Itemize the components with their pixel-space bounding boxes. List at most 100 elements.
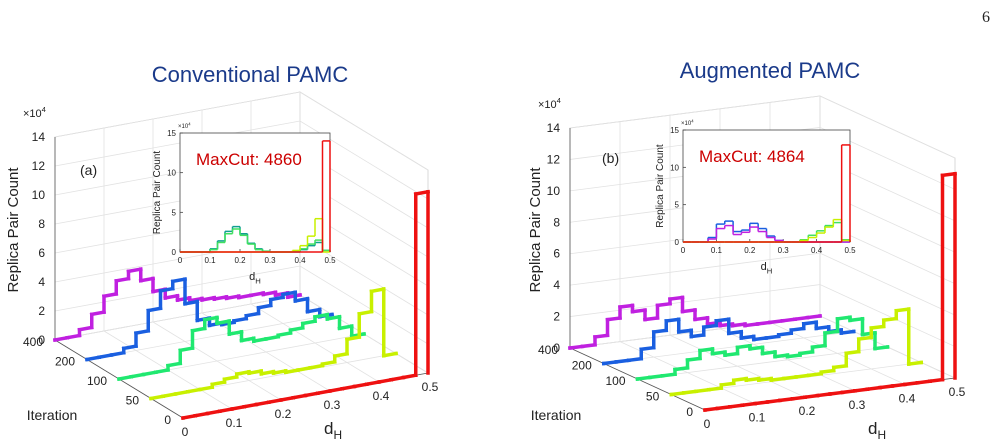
histogram-step <box>327 386 345 394</box>
inset-x-axis-label: dH <box>249 271 261 285</box>
histogram-step <box>114 276 131 283</box>
inset-x-tick-label: 0.1 <box>711 246 723 255</box>
histogram-step <box>197 385 215 392</box>
histogram-step <box>315 388 333 396</box>
histogram-step <box>685 356 702 362</box>
series <box>635 315 890 381</box>
histogram-step <box>719 381 736 387</box>
histogram-step <box>794 373 811 379</box>
histogram-step <box>618 303 635 309</box>
y-tick-label: 100 <box>87 374 107 388</box>
z-multiplier: ×104 <box>538 96 562 111</box>
inset-series <box>180 140 331 253</box>
histogram-step <box>773 353 790 359</box>
z-tick-label: 14 <box>32 130 46 144</box>
histogram-step <box>84 355 102 362</box>
z-tick-label: 2 <box>38 304 45 318</box>
histogram-step <box>193 411 210 418</box>
histogram-step <box>801 320 819 326</box>
x-tick-label: 0.4 <box>373 389 390 403</box>
y-tick-label: 0 <box>686 405 693 419</box>
histogram-step <box>148 394 166 401</box>
histogram-step <box>626 356 644 363</box>
histogram-step <box>293 296 310 303</box>
histogram-step <box>369 287 386 294</box>
histogram-step <box>332 351 350 359</box>
y-tick-label: 200 <box>572 359 592 373</box>
x-tick-label: 0.2 <box>275 407 292 421</box>
histogram-step <box>234 369 252 377</box>
x-axis-label: dH <box>324 419 342 442</box>
histogram-step <box>141 370 158 377</box>
histogram-step <box>214 319 232 326</box>
histogram-step <box>278 395 296 403</box>
histogram-step <box>224 294 241 301</box>
histogram-step <box>689 333 706 339</box>
histogram-step <box>268 295 286 302</box>
histogram-step <box>101 291 119 299</box>
histogram-step <box>635 375 652 381</box>
histogram-step <box>116 374 134 382</box>
histogram-step <box>229 404 247 412</box>
histogram-step <box>928 377 945 384</box>
histogram-step <box>77 325 94 332</box>
z-tick-label: 12 <box>547 152 561 166</box>
z-multiplier: ×104 <box>23 105 47 120</box>
histogram-step <box>170 277 188 284</box>
series <box>568 295 822 350</box>
inset-x-tick-label: 0.2 <box>234 256 246 265</box>
z-tick-label: 6 <box>38 246 45 260</box>
histogram-step <box>865 385 882 392</box>
histogram-step <box>325 314 342 322</box>
histogram-step <box>239 336 256 343</box>
series <box>601 317 856 366</box>
histogram-step <box>163 293 180 301</box>
histogram-step <box>389 375 406 382</box>
histogram-step <box>728 403 745 409</box>
inset-y-axis-label: Replica Pair Count <box>655 144 666 228</box>
x-tick-label: 0.3 <box>324 398 341 412</box>
histogram-step <box>764 334 781 340</box>
histogram-step <box>605 316 622 322</box>
inset-y-multiplier-sup: 4 <box>691 118 694 123</box>
histogram-step <box>668 295 685 302</box>
histogram-step <box>271 368 288 376</box>
histogram-step <box>300 319 318 326</box>
histogram-step <box>781 374 799 381</box>
x-tick-label: 0.1 <box>226 416 243 430</box>
x-tick-label: 0 <box>704 417 711 431</box>
histogram-step <box>352 382 369 389</box>
histogram-step <box>259 369 276 376</box>
inset-y-tick-label: 5 <box>675 201 680 210</box>
histogram-step <box>831 363 849 370</box>
x-tick-label: 0.5 <box>422 380 439 394</box>
histogram-step <box>263 334 281 341</box>
histogram-step <box>639 345 656 352</box>
histogram-step <box>698 347 715 353</box>
histogram-step <box>266 397 284 405</box>
y-tick-label: 50 <box>126 394 140 408</box>
histogram-step <box>805 314 822 320</box>
histogram-step <box>669 390 686 397</box>
histogram-step <box>726 329 744 336</box>
chart-title: Conventional PAMC <box>152 62 349 87</box>
histogram-step <box>778 396 795 403</box>
histogram-step <box>138 276 156 283</box>
inset-annotation: MaxCut: 4860 <box>196 150 302 169</box>
z-tick-label: 4 <box>553 278 560 292</box>
histogram-step <box>158 286 175 293</box>
histogram-step <box>735 343 752 350</box>
histogram-step <box>873 345 890 351</box>
histogram-step <box>242 402 259 409</box>
histogram-step <box>790 395 807 401</box>
histogram-step <box>212 294 229 302</box>
histogram-step <box>308 363 325 370</box>
inset-y-multiplier-main: ×10 <box>681 121 692 127</box>
x-axis-label-sub: H <box>877 428 886 442</box>
histogram-step <box>940 171 957 178</box>
histogram-step <box>146 306 163 313</box>
histogram-step <box>839 329 856 336</box>
histogram-step <box>295 365 313 373</box>
histogram-step <box>614 358 631 364</box>
histogram-step <box>357 309 374 316</box>
